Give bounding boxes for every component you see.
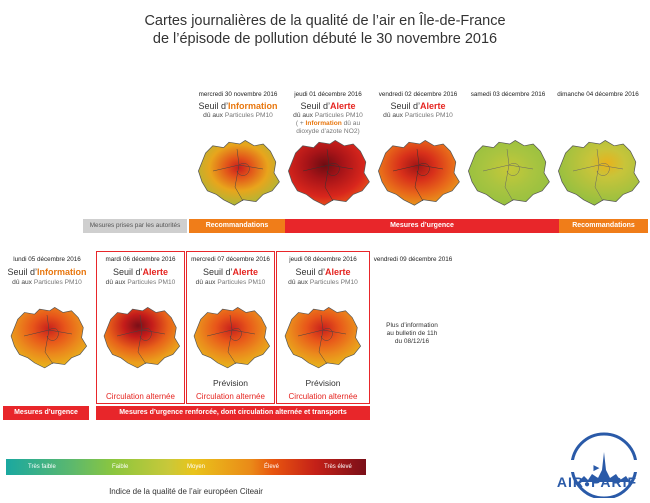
cause-pollutant: Particules PM10: [309, 279, 358, 286]
pollution-map: [103, 307, 181, 369]
scale-label: Moyen: [187, 464, 206, 470]
seuil-cause: dû aux Particules PM10: [276, 279, 370, 287]
cause-pollutant: Particules PM10: [127, 279, 176, 286]
airparif-wordmark: ► AIR●PARIF: [556, 463, 638, 490]
day-date: mercredi 30 novembre 2016: [198, 91, 278, 98]
logo-text-left: AIR: [556, 474, 585, 490]
air-quality-scale: Très faible Faible Moyen Élevé Très élev…: [6, 459, 366, 475]
seuil-level: Information: [37, 267, 87, 277]
seuil-level: Alerte: [325, 267, 351, 277]
seuil-level: Alerte: [330, 101, 356, 111]
forecast-label: Prévision: [305, 378, 341, 388]
seuil-level: Alerte: [232, 267, 259, 277]
logo-text-right: PARIF: [591, 474, 638, 490]
seuil-prefix: Seuil d’: [112, 267, 143, 277]
emergency-measures-bar: Mesures d’urgence: [285, 219, 559, 233]
seuil-cause: dû aux Particules PM10: [188, 112, 288, 120]
day-date: mercredi 07 décembre 2016: [191, 256, 270, 263]
seuil-cause: dû aux Particules PM10: [3, 279, 91, 287]
seuil-cause: dû aux Particules PM10: [368, 112, 468, 120]
extra-pollutant: dioxyde d’azote NO2): [296, 128, 360, 135]
title-line-2: de l’épisode de pollution débuté le 30 n…: [152, 31, 498, 47]
cause-prefix: dû aux: [195, 279, 218, 286]
more-info-note: Plus d’information au bulletin de 11h du…: [372, 322, 452, 346]
cause-prefix: dû aux: [12, 279, 34, 286]
seuil-prefix: Seuil d’: [390, 101, 420, 111]
reinforced-emergency-bar: Mesures d’urgence renforcée, dont circul…: [96, 406, 370, 420]
circulation-label: Circulation alternée: [288, 392, 358, 401]
seuil-label: Seuil d’Alerte: [96, 267, 185, 277]
scale-label: Très faible: [28, 464, 56, 470]
title-line-1: Cartes journalières de la qualité de l’a…: [144, 13, 506, 29]
pollution-map: [284, 307, 362, 369]
seuil-level: Alerte: [420, 101, 446, 111]
circulation-label: Circulation alternée: [106, 392, 175, 401]
alert-day-box: [276, 251, 370, 404]
alert-day-box: [96, 251, 185, 404]
seuil-prefix: Seuil d’: [198, 101, 229, 111]
pollution-map: [557, 139, 640, 206]
recommendations-bar: Recommandations: [189, 219, 285, 233]
seuil-cause: dû aux Particules PM10: [186, 279, 275, 287]
seuil-label: Seuil d’Alerte: [278, 101, 378, 111]
scale-caption: Indice de la qualité de l’air européen C…: [109, 487, 263, 496]
authority-measures-label: Mesures prises par les autorités: [83, 219, 187, 233]
airparif-logo: ► AIR●PARIF: [552, 430, 642, 500]
cause-prefix: dû aux: [105, 279, 128, 286]
seuil-label: Seuil d’Alerte: [276, 267, 370, 277]
cause-pollutant: Particules PM10: [33, 279, 82, 286]
circulation-label: Circulation alternée: [196, 392, 265, 401]
cause-pollutant: Particules PM10: [314, 112, 363, 119]
seuil-label: Seuil d’Information: [188, 101, 288, 111]
seuil-prefix: Seuil d’: [300, 101, 330, 111]
cause-prefix: dû aux: [288, 279, 310, 286]
note-line: Plus d’information: [386, 322, 438, 329]
extra-prefix: ( +: [295, 120, 306, 127]
seuil-label: Seuil d’Information: [3, 267, 91, 277]
seuil-label: Seuil d’Alerte: [186, 267, 275, 277]
pollution-map: [193, 307, 271, 369]
pollution-map: [197, 139, 280, 206]
seuil-cause: dû aux Particules PM10: [96, 279, 185, 287]
day-date: jeudi 01 décembre 2016: [294, 91, 362, 98]
pollution-map: [467, 139, 550, 206]
day-date: dimanche 04 décembre 2016: [557, 91, 639, 98]
cause-prefix: dû aux: [203, 112, 225, 119]
scale-label: Élevé: [264, 464, 280, 470]
note-line: du 08/12/16: [394, 338, 430, 345]
seuil-prefix: Seuil d’: [295, 267, 325, 277]
day-date: samedi 03 décembre 2016: [470, 91, 546, 98]
alert-day-box: [186, 251, 275, 404]
cause-pollutant: Particules PM10: [224, 112, 273, 119]
seuil-label: Seuil d’Alerte: [368, 101, 468, 111]
scale-label: Faible: [112, 464, 129, 470]
extra-info: ( + Information dû au: [278, 120, 378, 128]
seuil-level: Information: [228, 101, 278, 111]
day-date: lundi 05 décembre 2016: [13, 256, 81, 263]
day-date: mardi 06 décembre 2016: [105, 256, 176, 263]
cause-pollutant: Particules PM10: [404, 112, 453, 119]
cause-pollutant: Particules PM10: [217, 279, 266, 286]
seuil-cause: dû aux Particules PM10 ( + Information d…: [278, 112, 378, 136]
recommendations-bar: Recommandations: [559, 219, 648, 233]
day-date: vendredi 09 décembre 2016: [373, 256, 453, 263]
scale-label: Très élevé: [324, 464, 352, 470]
extra-level: Information: [305, 120, 342, 127]
note-line: au bulletin de 11h: [386, 330, 438, 337]
seuil-level: Alerte: [142, 267, 169, 277]
pollution-map: [287, 139, 370, 206]
seuil-prefix: Seuil d’: [7, 267, 38, 277]
cause-prefix: dû aux: [293, 112, 315, 119]
pollution-map: [377, 139, 460, 206]
extra-suffix: dû au: [341, 120, 361, 127]
day-date: jeudi 08 décembre 2016: [289, 256, 357, 263]
emergency-measures-bar: Mesures d’urgence: [3, 406, 89, 420]
cause-prefix: dû aux: [383, 112, 405, 119]
page-title: Cartes journalières de la qualité de l’a…: [0, 12, 650, 48]
seuil-prefix: Seuil d’: [202, 267, 233, 277]
pollution-map: [10, 307, 88, 369]
forecast-label: Prévision: [213, 378, 248, 388]
day-date: vendredi 02 décembre 2016: [378, 91, 458, 98]
